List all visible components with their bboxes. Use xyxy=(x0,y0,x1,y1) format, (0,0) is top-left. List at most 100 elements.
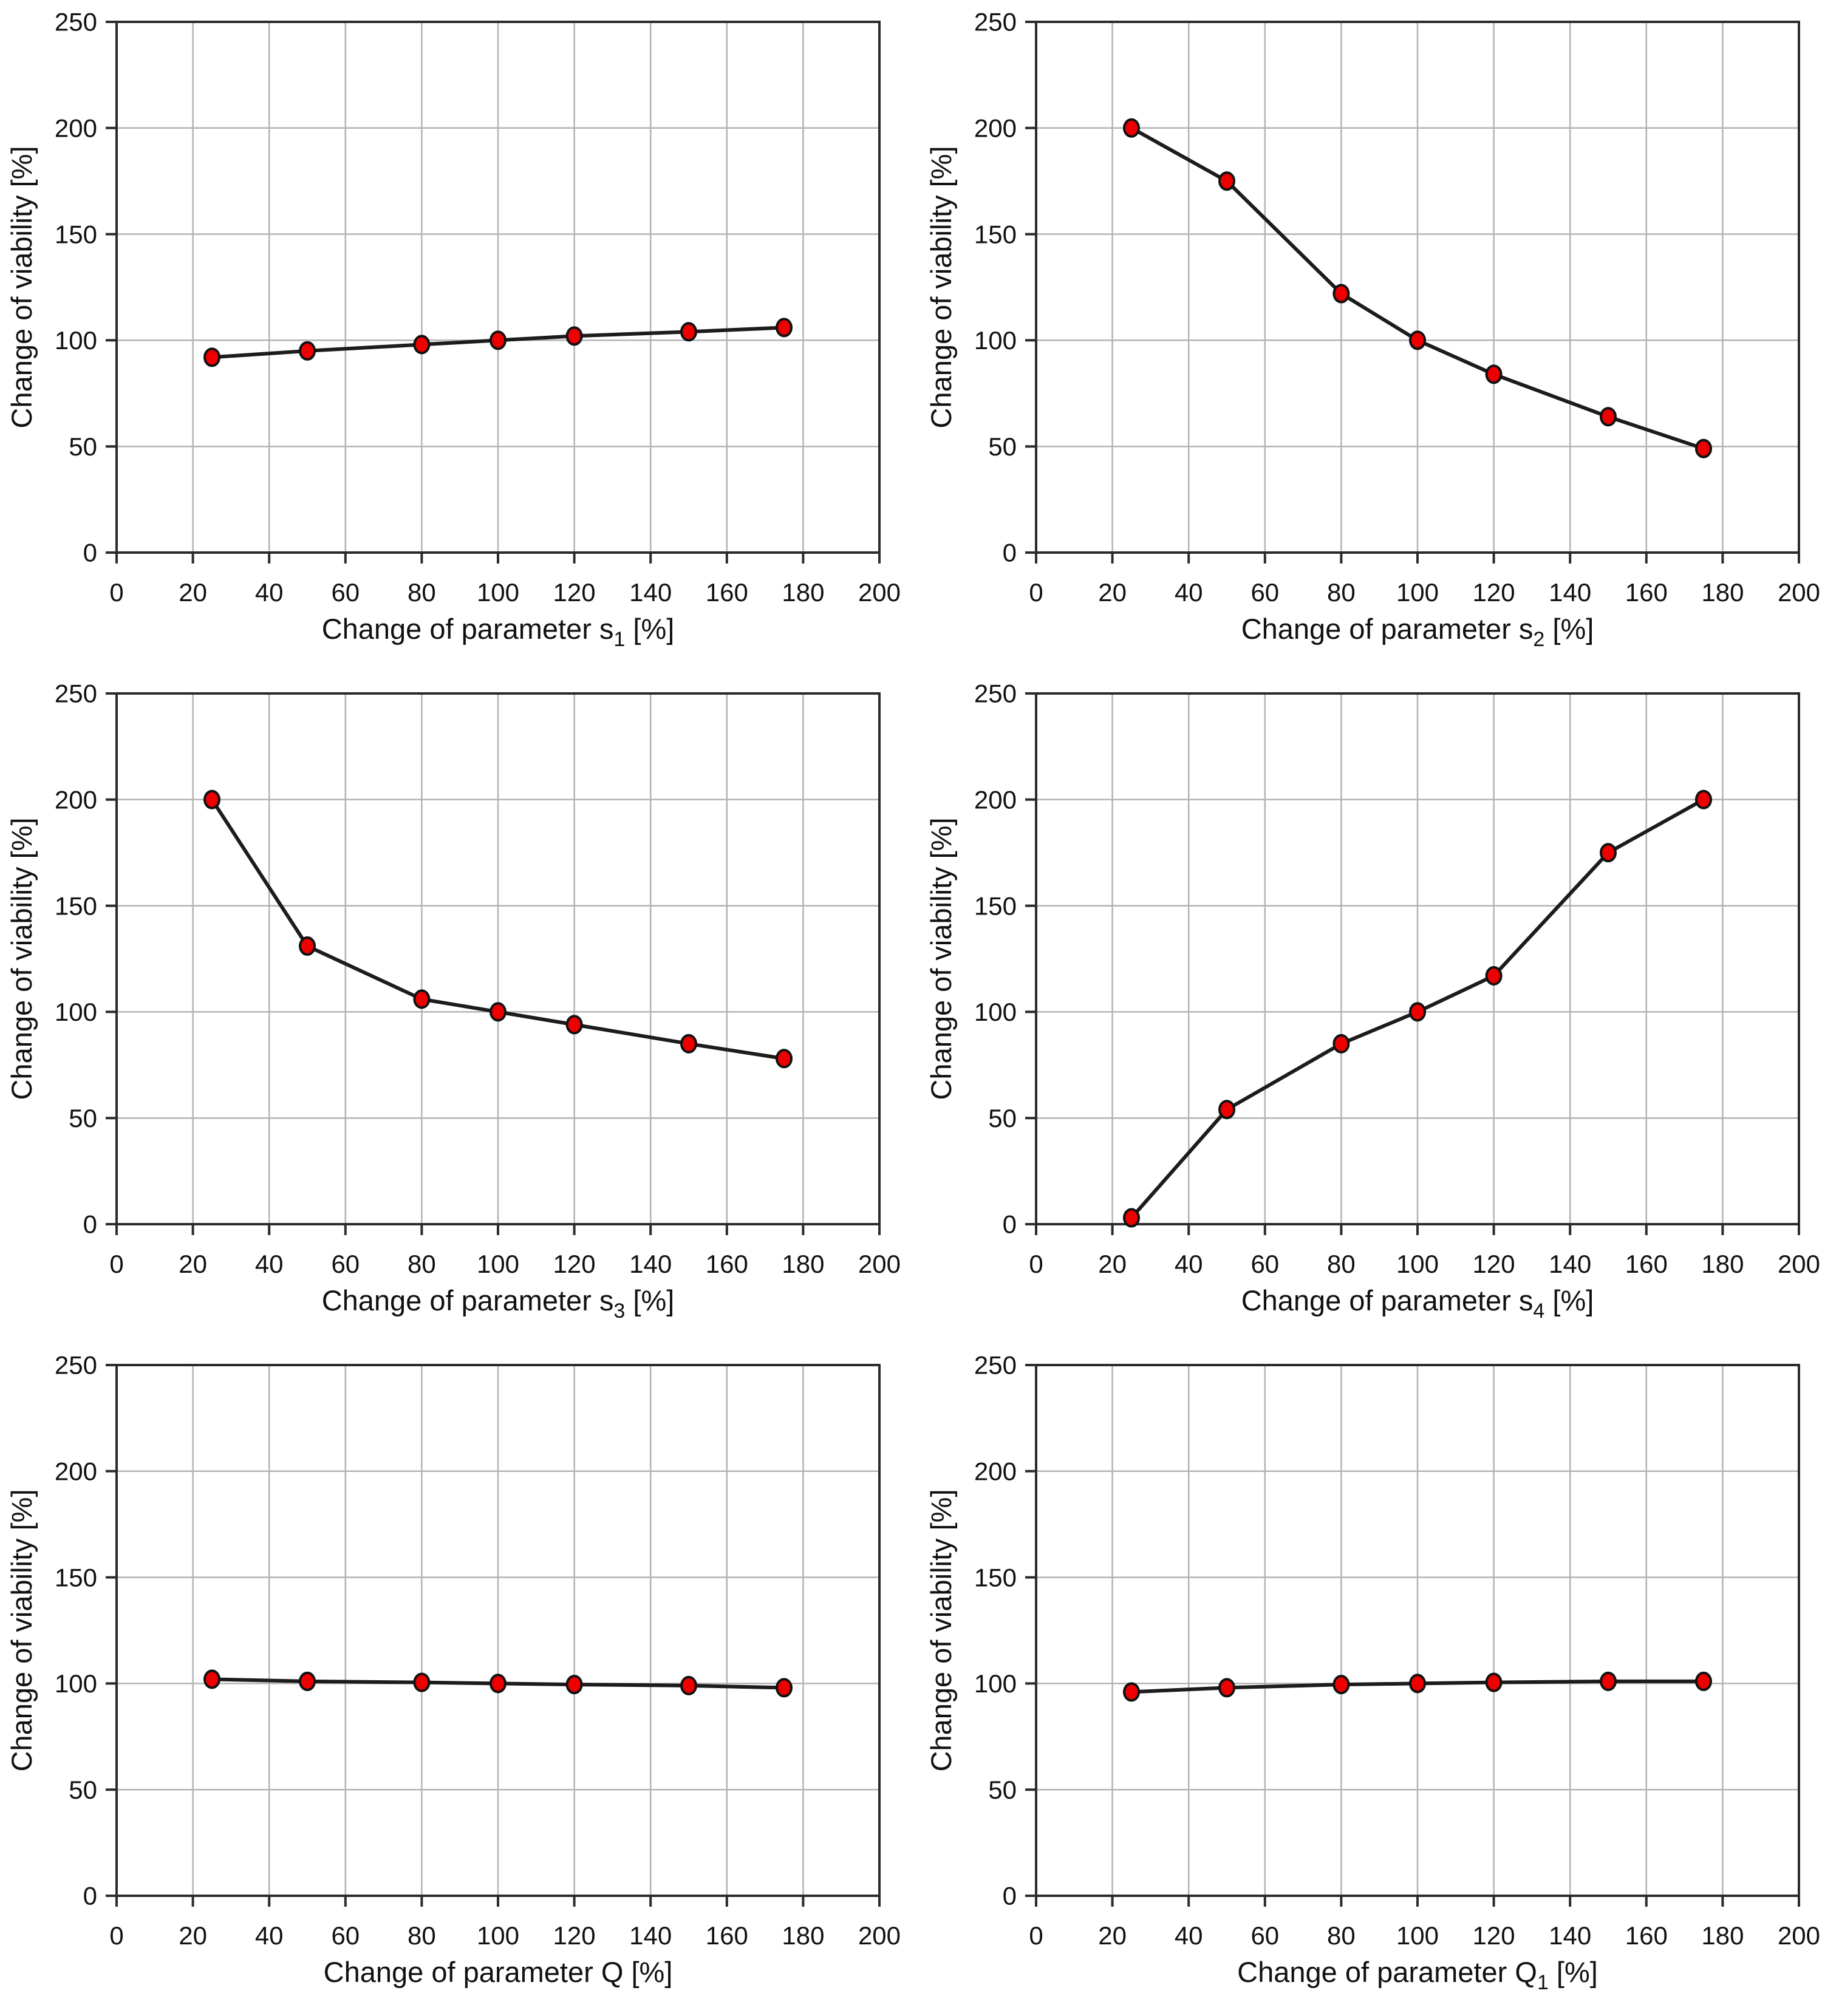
svg-text:200: 200 xyxy=(55,114,97,143)
svg-text:0: 0 xyxy=(1003,1210,1017,1239)
svg-text:0: 0 xyxy=(83,1882,97,1910)
svg-text:120: 120 xyxy=(553,578,596,607)
svg-text:160: 160 xyxy=(706,1250,748,1278)
svg-text:80: 80 xyxy=(408,1921,436,1950)
svg-text:200: 200 xyxy=(974,786,1017,814)
svg-text:150: 150 xyxy=(974,1563,1017,1592)
svg-text:250: 250 xyxy=(55,8,97,36)
svg-text:Change of parameter s1 [%]: Change of parameter s1 [%] xyxy=(322,613,675,651)
svg-text:0: 0 xyxy=(1003,539,1017,567)
line-chart-Q-svg: 0 20 40 60 80 100 120 140 160 180 200 0 50 100 150 200 2… xyxy=(5,1351,901,1988)
svg-text:140: 140 xyxy=(1549,578,1591,607)
chart-s4: 0 20 40 60 80 100 120 140 160 180 200 0 50 100 150 200 2… xyxy=(920,672,1839,1343)
svg-text:200: 200 xyxy=(1778,1250,1820,1278)
svg-text:100: 100 xyxy=(1396,578,1439,607)
svg-text:0: 0 xyxy=(83,539,97,567)
svg-text:150: 150 xyxy=(974,891,1017,920)
svg-text:80: 80 xyxy=(1327,1921,1356,1950)
svg-text:250: 250 xyxy=(55,679,97,708)
svg-text:200: 200 xyxy=(55,786,97,814)
line-chart-Q1-svg: 0 20 40 60 80 100 120 140 160 180 200 0 50 100 150 200 2… xyxy=(925,1351,1820,1994)
svg-text:Change of parameter Q [%]: Change of parameter Q [%] xyxy=(324,1956,673,1988)
svg-text:250: 250 xyxy=(55,1351,97,1380)
line-chart-s3-svg: 0 20 40 60 80 100 120 140 160 180 200 0 50 100 150 200 2… xyxy=(5,679,901,1323)
svg-text:0: 0 xyxy=(109,578,123,607)
svg-text:160: 160 xyxy=(1625,578,1668,607)
svg-text:80: 80 xyxy=(408,1250,436,1278)
svg-text:250: 250 xyxy=(974,8,1017,36)
svg-text:140: 140 xyxy=(1549,1921,1591,1950)
svg-text:50: 50 xyxy=(69,432,97,461)
chart-s2: 0 20 40 60 80 100 120 140 160 180 200 0 50 100 150 200 2… xyxy=(920,0,1839,672)
svg-text:200: 200 xyxy=(858,1250,901,1278)
svg-text:100: 100 xyxy=(55,998,97,1026)
svg-text:20: 20 xyxy=(1098,1250,1127,1278)
svg-text:100: 100 xyxy=(55,1669,97,1698)
svg-text:140: 140 xyxy=(629,578,672,607)
svg-text:100: 100 xyxy=(477,1921,519,1950)
svg-text:160: 160 xyxy=(1625,1921,1668,1950)
svg-text:50: 50 xyxy=(988,432,1017,461)
svg-text:100: 100 xyxy=(974,326,1017,355)
svg-text:0: 0 xyxy=(109,1921,123,1950)
svg-text:0: 0 xyxy=(1029,1921,1043,1950)
line-chart-s1-svg: 0 20 40 60 80 100 120 140 160 180 200 0 50 100 150 200 2… xyxy=(5,8,901,651)
svg-text:Change of parameter s4 [%]: Change of parameter s4 [%] xyxy=(1241,1284,1594,1323)
svg-text:80: 80 xyxy=(1327,1250,1356,1278)
svg-text:20: 20 xyxy=(179,578,207,607)
svg-text:100: 100 xyxy=(55,326,97,355)
svg-text:100: 100 xyxy=(974,998,1017,1026)
chart-s3: 0 20 40 60 80 100 120 140 160 180 200 0 50 100 150 200 2… xyxy=(0,672,920,1343)
svg-text:Change of viability [%]: Change of viability [%] xyxy=(5,146,38,428)
svg-text:60: 60 xyxy=(331,1250,360,1278)
svg-text:20: 20 xyxy=(1098,1921,1127,1950)
svg-text:50: 50 xyxy=(988,1776,1017,1804)
svg-text:80: 80 xyxy=(408,578,436,607)
svg-text:180: 180 xyxy=(1701,1921,1744,1950)
svg-text:80: 80 xyxy=(1327,578,1356,607)
svg-text:0: 0 xyxy=(1003,1882,1017,1910)
svg-text:180: 180 xyxy=(1701,578,1744,607)
svg-text:100: 100 xyxy=(974,1669,1017,1698)
svg-text:200: 200 xyxy=(974,1457,1017,1486)
svg-text:Change of parameter s2 [%]: Change of parameter s2 [%] xyxy=(1241,613,1594,651)
svg-text:50: 50 xyxy=(69,1104,97,1132)
svg-text:0: 0 xyxy=(83,1210,97,1239)
svg-text:100: 100 xyxy=(477,1250,519,1278)
svg-text:Change of viability [%]: Change of viability [%] xyxy=(925,817,957,1100)
chart-Q: 0 20 40 60 80 100 120 140 160 180 200 0 50 100 150 200 2… xyxy=(0,1343,920,2015)
svg-text:50: 50 xyxy=(988,1104,1017,1132)
svg-text:250: 250 xyxy=(974,1351,1017,1380)
line-chart-s2-svg: 0 20 40 60 80 100 120 140 160 180 200 0 50 100 150 200 2… xyxy=(925,8,1820,651)
svg-text:20: 20 xyxy=(1098,578,1127,607)
svg-text:200: 200 xyxy=(974,114,1017,143)
svg-text:Change of viability [%]: Change of viability [%] xyxy=(925,1489,957,1771)
svg-text:160: 160 xyxy=(1625,1250,1668,1278)
svg-text:40: 40 xyxy=(1175,1250,1203,1278)
svg-text:100: 100 xyxy=(1396,1250,1439,1278)
svg-text:60: 60 xyxy=(1250,578,1279,607)
svg-text:150: 150 xyxy=(55,220,97,248)
svg-text:40: 40 xyxy=(1175,1921,1203,1950)
svg-text:180: 180 xyxy=(782,1921,824,1950)
svg-text:200: 200 xyxy=(1778,1921,1820,1950)
svg-text:Change of viability [%]: Change of viability [%] xyxy=(5,817,38,1100)
svg-text:140: 140 xyxy=(1549,1250,1591,1278)
svg-text:160: 160 xyxy=(706,578,748,607)
chart-s1: 0 20 40 60 80 100 120 140 160 180 200 0 50 100 150 200 2… xyxy=(0,0,920,672)
svg-text:250: 250 xyxy=(974,679,1017,708)
svg-text:60: 60 xyxy=(1250,1921,1279,1950)
svg-text:Change of parameter Q1 [%]: Change of parameter Q1 [%] xyxy=(1237,1956,1598,1994)
svg-text:Change of viability [%]: Change of viability [%] xyxy=(925,146,957,428)
svg-text:0: 0 xyxy=(1029,1250,1043,1278)
svg-text:180: 180 xyxy=(1701,1250,1744,1278)
svg-text:60: 60 xyxy=(331,578,360,607)
svg-text:120: 120 xyxy=(1473,1250,1515,1278)
svg-text:150: 150 xyxy=(55,1563,97,1592)
line-chart-s4-svg: 0 20 40 60 80 100 120 140 160 180 200 0 50 100 150 200 2… xyxy=(925,679,1820,1323)
svg-text:160: 160 xyxy=(706,1921,748,1950)
svg-text:20: 20 xyxy=(179,1250,207,1278)
svg-text:0: 0 xyxy=(1029,578,1043,607)
svg-text:180: 180 xyxy=(782,1250,824,1278)
